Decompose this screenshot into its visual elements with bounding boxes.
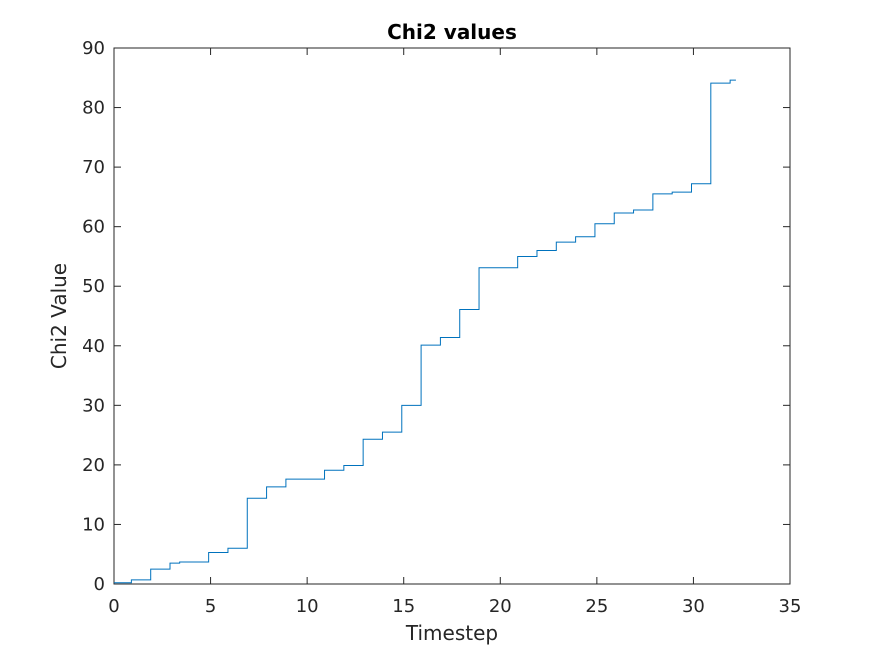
y-tick-label: 60 [82, 217, 105, 238]
x-tick-label: 20 [489, 596, 512, 617]
x-tick-label: 0 [108, 596, 119, 617]
x-tick-label: 30 [682, 596, 705, 617]
plot-area-frame [113, 47, 791, 585]
y-tick-label: 0 [94, 574, 105, 595]
x-axis-label: Timestep [405, 621, 498, 645]
x-tick-label: 25 [585, 596, 608, 617]
y-tick-label: 20 [82, 455, 105, 476]
y-tick-label: 80 [82, 98, 105, 119]
y-tick-label: 40 [82, 336, 105, 357]
y-axis-label: Chi2 Value [47, 263, 71, 369]
axis-ticks [113, 47, 791, 585]
y-tick-label: 90 [82, 38, 105, 59]
x-tick-label: 5 [205, 596, 216, 617]
chart-title: Chi2 values [387, 20, 517, 44]
axis-tick-labels: 0 5 10 15 20 25 30 35 0 10 20 30 40 50 60 70 80 90 [82, 38, 801, 617]
x-tick-label: 35 [779, 596, 802, 617]
y-tick-label: 50 [82, 276, 105, 297]
x-tick-label: 15 [392, 596, 415, 617]
y-tick-label: 10 [82, 514, 105, 535]
x-tick-label: 10 [296, 596, 319, 617]
chi2-series-line [114, 79, 736, 584]
y-tick-label: 70 [82, 157, 105, 178]
y-tick-label: 30 [82, 395, 105, 416]
